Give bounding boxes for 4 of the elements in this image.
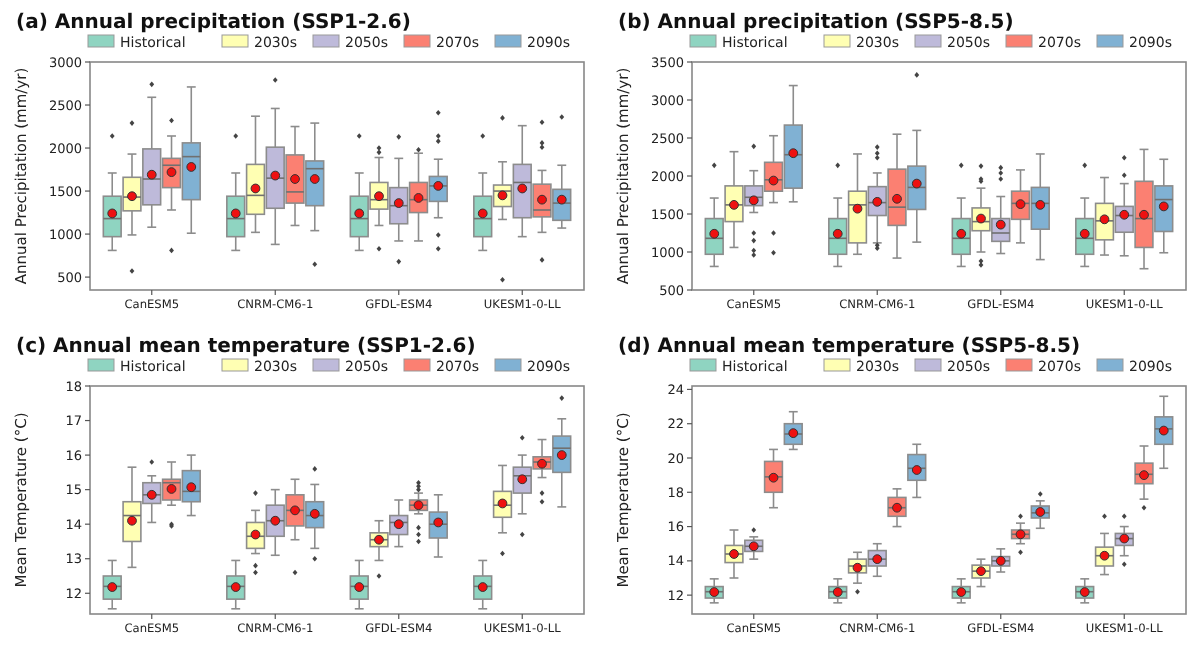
chart-title: (b) Annual precipitation (SSP5-8.5) [618,12,1014,34]
chart-title: (a) Annual precipitation (SSP1-2.6) [16,12,411,34]
chart-title: (c) Annual mean temperature (SSP1-2.6) [16,336,476,358]
chart-title: (d) Annual mean temperature (SSP5-8.5) [618,336,1081,358]
